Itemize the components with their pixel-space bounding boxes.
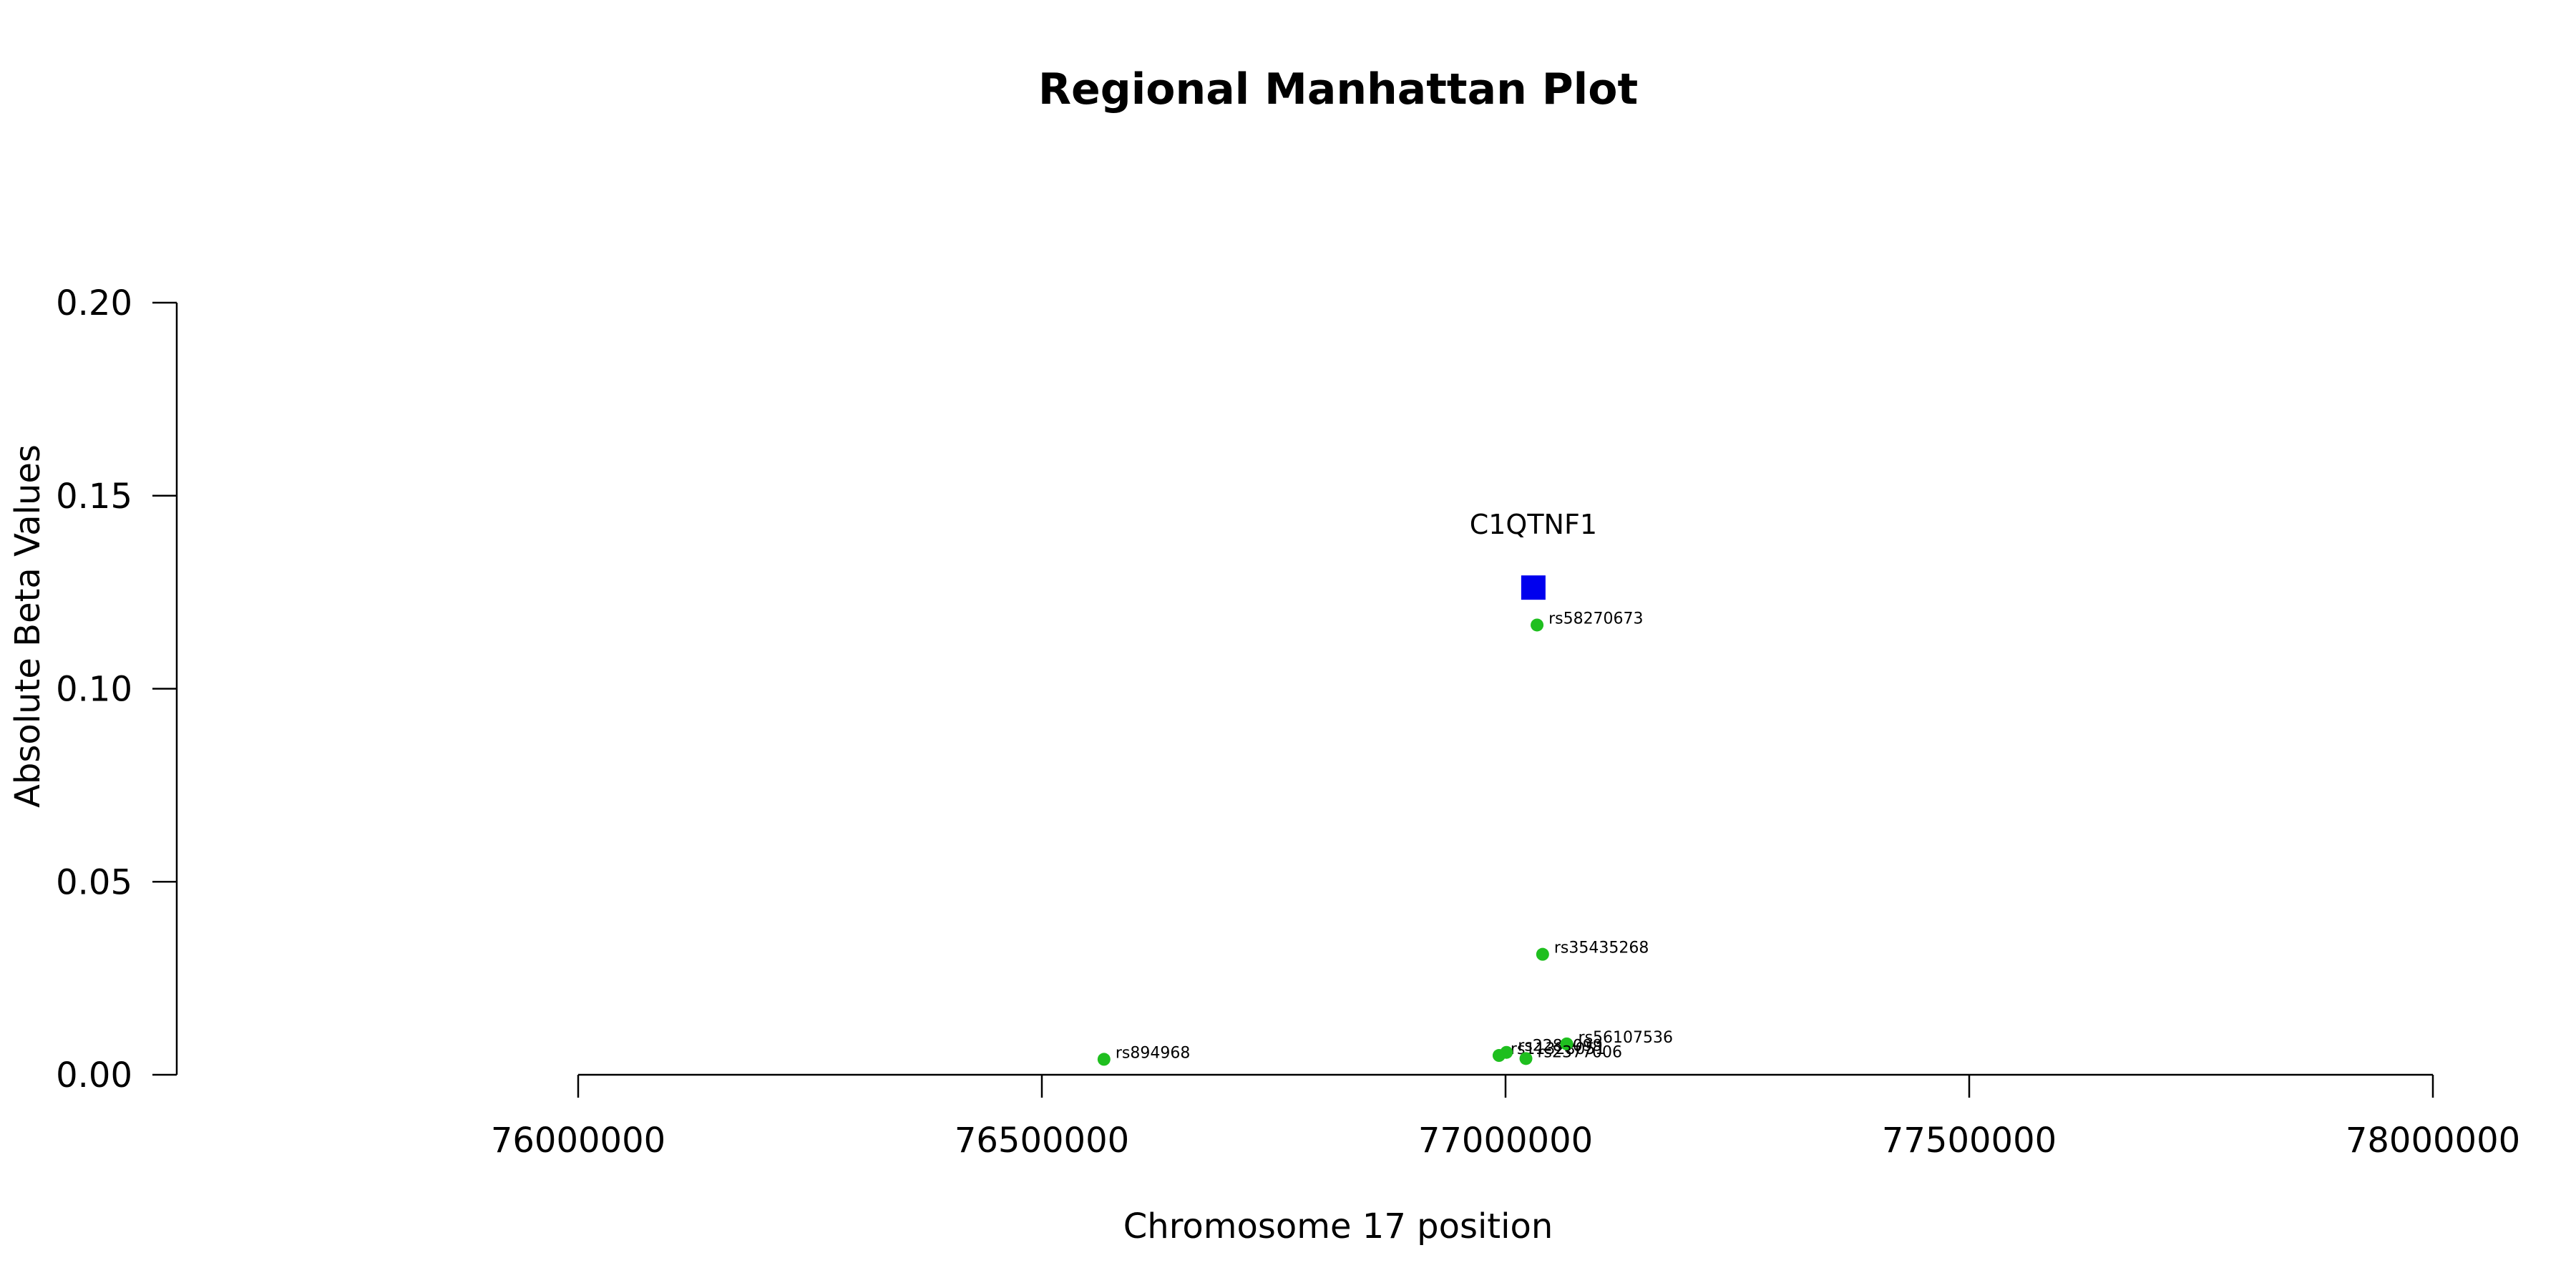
y-tick-label: 0.00 (56, 1055, 132, 1096)
snp-point (1536, 947, 1549, 961)
x-tick-label: 76000000 (491, 1121, 665, 1161)
gene-label: C1QTNF1 (1470, 509, 1597, 540)
snp-point (1560, 1037, 1574, 1050)
x-tick-label: 77000000 (1418, 1121, 1593, 1161)
x-axis-label: Chromosome 17 position (1123, 1206, 1553, 1246)
y-tick-label: 0.05 (56, 862, 132, 902)
snp-point (1531, 618, 1544, 632)
y-axis-label: Absolute Beta Values (8, 444, 48, 808)
gene-point (1521, 575, 1546, 600)
snp-label: rs894968 (1116, 1044, 1191, 1062)
snp-point (1097, 1053, 1111, 1066)
x-tick-label: 76500000 (955, 1121, 1129, 1161)
x-tick-label: 77500000 (1882, 1121, 2057, 1161)
x-tick-label: 78000000 (2346, 1121, 2520, 1161)
snp-label: rs2377006 (1538, 1043, 1623, 1061)
snp-point (1500, 1045, 1513, 1059)
snp-label: rs58270673 (1548, 610, 1643, 628)
y-axis: 0.00 0.05 0.10 0.15 0.20 (56, 283, 178, 1096)
y-tick-label: 0.20 (56, 283, 132, 323)
snp-label: rs2280099 (1518, 1038, 1603, 1055)
snp-point (1519, 1052, 1533, 1065)
x-axis: 76000000 76500000 77000000 77500000 78000000 (491, 1073, 2520, 1161)
y-tick-label: 0.10 (56, 670, 132, 710)
chart-title: Regional Manhattan Plot (1038, 64, 1638, 114)
snp-label: rs56107536 (1579, 1029, 1673, 1047)
y-tick-label: 0.15 (56, 477, 132, 517)
snp-label: rs35435268 (1554, 940, 1649, 957)
